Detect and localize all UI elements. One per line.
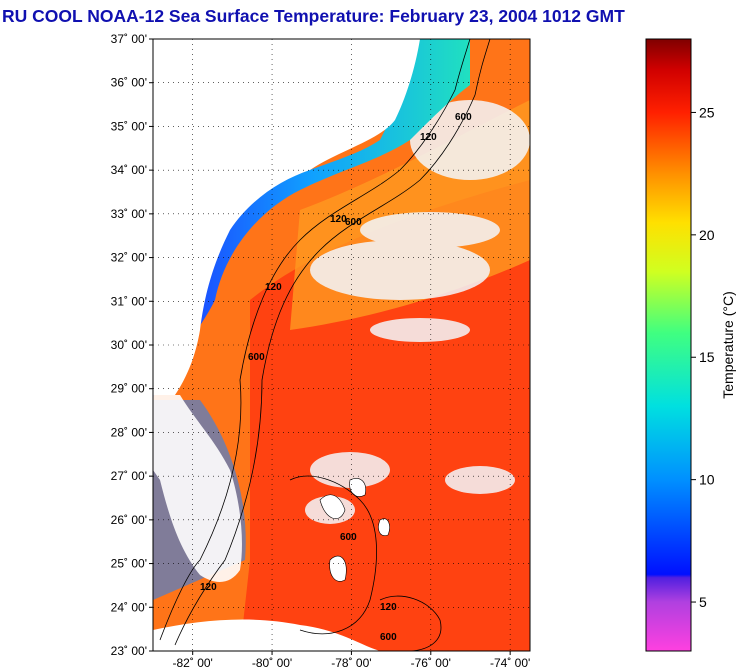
latitude-label: 24˚ 00' <box>111 600 147 614</box>
land-florida <box>153 395 242 582</box>
latitude-label: 28˚ 00' <box>111 425 147 439</box>
latitude-label: 33˚ 00' <box>111 207 147 221</box>
cloud-cover <box>305 100 530 524</box>
latitude-label: 23˚ 00' <box>111 644 147 658</box>
latitude-labels: 37˚ 00' 36˚ 00' 35˚ 00' 34˚ 00' 33˚ 00' 32˚ 0… <box>111 32 147 658</box>
latitude-label: 29˚ 00' <box>111 382 147 396</box>
land-us-coast <box>153 39 420 395</box>
land-bahamas <box>319 478 390 582</box>
map-title: RU COOL NOAA-12 Sea Surface Temperature:… <box>2 6 625 26</box>
colorbar-label: Temperature (°C) <box>720 291 736 399</box>
longitude-label: -74˚ 00' <box>490 656 530 670</box>
longitude-label: -76˚ 00' <box>411 656 451 670</box>
colorbar-tick-label: 5 <box>699 594 707 610</box>
colorbar <box>645 38 692 652</box>
svg-text:120: 120 <box>420 132 437 143</box>
colorbar-tick-label: 20 <box>699 227 715 243</box>
colorbar-tick-label: 15 <box>699 349 715 365</box>
svg-text:600: 600 <box>248 352 265 363</box>
longitude-labels: -82˚ 00' -80˚ 00' -78˚ 00' -76˚ 00' -74˚ 00' <box>173 656 531 670</box>
latitude-label: 30˚ 00' <box>111 338 147 352</box>
longitude-label: -82˚ 00' <box>173 656 213 670</box>
svg-text:120: 120 <box>265 282 282 293</box>
latitude-label: 25˚ 00' <box>111 557 147 571</box>
latitude-label: 32˚ 00' <box>111 251 147 265</box>
latitude-label: 37˚ 00' <box>111 32 147 46</box>
svg-text:600: 600 <box>345 217 362 228</box>
graticule <box>149 38 530 655</box>
colorbar-tick-label: 10 <box>699 472 715 488</box>
svg-text:600: 600 <box>340 532 357 543</box>
land-cuba <box>153 619 380 651</box>
colorbar-tick-label: 25 <box>699 104 715 120</box>
continental-shelf <box>153 39 470 640</box>
latitude-label: 35˚ 00' <box>111 119 147 133</box>
svg-text:600: 600 <box>380 632 397 643</box>
latitude-label: 26˚ 00' <box>111 513 147 527</box>
latitude-label: 31˚ 00' <box>111 294 147 308</box>
sst-map: 120 600 600 120 120 600 120 600 120 600 <box>153 39 530 651</box>
latitude-label: 34˚ 00' <box>111 163 147 177</box>
svg-text:120: 120 <box>330 214 347 225</box>
longitude-label: -80˚ 00' <box>252 656 292 670</box>
depth-contours <box>159 39 491 651</box>
latitude-label: 36˚ 00' <box>111 76 147 90</box>
colorbar-ticks: 25 20 15 10 5 <box>691 104 715 610</box>
longitude-label: -78˚ 00' <box>331 656 371 670</box>
svg-text:600: 600 <box>455 112 472 123</box>
latitude-label: 27˚ 00' <box>111 469 147 483</box>
svg-text:120: 120 <box>200 582 217 593</box>
